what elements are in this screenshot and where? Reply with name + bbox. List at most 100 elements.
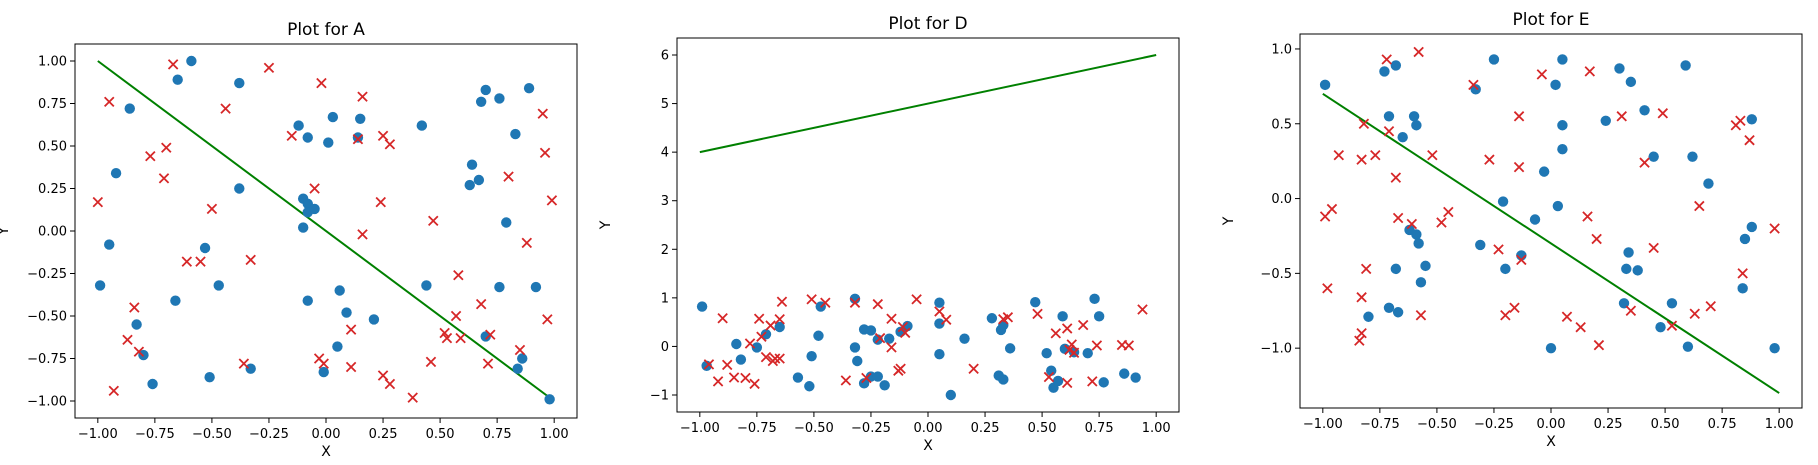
scatter-point <box>1550 79 1561 91</box>
trend-line <box>97 60 555 402</box>
scatter-cross <box>309 183 320 194</box>
scatter-point <box>147 378 158 390</box>
x-tick-label: −1.00 <box>78 427 118 442</box>
scatter-cross <box>760 351 772 363</box>
scatter-cross <box>238 358 250 369</box>
scatter-cross <box>375 196 387 208</box>
x-tick-label: 1.00 <box>1765 417 1794 432</box>
scatter-point <box>1413 238 1424 249</box>
scatter-point <box>186 55 197 67</box>
scatter-point <box>332 341 343 352</box>
scatter-point <box>751 342 763 353</box>
y-tick-label: −0.50 <box>27 310 67 325</box>
x-tick-label: −0.50 <box>794 421 834 436</box>
scatter-cross <box>840 375 852 386</box>
chart-title: Plot for E <box>1513 10 1590 30</box>
scatter-point <box>1363 311 1374 322</box>
scatter-point <box>323 137 334 148</box>
scatter-point <box>544 394 555 405</box>
x-tick-label: 0.50 <box>1651 417 1680 432</box>
scatter-cross <box>1358 118 1370 129</box>
y-tick-label: 5 <box>661 97 669 112</box>
x-axis-label: X <box>1546 434 1556 450</box>
scatter-cross <box>1737 268 1748 279</box>
scatter-cross <box>384 378 396 390</box>
y-tick-label: −1.0 <box>1260 342 1292 357</box>
scatter-cross <box>1657 108 1669 119</box>
scatter-point <box>1648 151 1659 162</box>
scatter-cross <box>721 359 733 371</box>
scatter-point <box>1041 348 1052 359</box>
x-axis-label: X <box>321 444 331 460</box>
x-tick-label: −1.00 <box>1303 417 1343 432</box>
scatter-cross <box>806 294 817 305</box>
scatter-cross <box>911 294 922 305</box>
scatter-point <box>1557 120 1568 131</box>
scatter-point <box>302 132 313 143</box>
scatter-point <box>341 307 352 318</box>
trend-line <box>699 54 1157 154</box>
x-tick-label: −0.50 <box>192 427 232 442</box>
scatter-cross <box>899 327 911 339</box>
scatter-cross <box>103 96 115 108</box>
scatter-cross <box>740 372 751 384</box>
scatter-cross <box>245 254 256 266</box>
scatter-cross <box>753 313 765 324</box>
scatter-point <box>858 378 870 389</box>
chart-panel-a: Plot for A −1.00 −0.75 −0.50 −0.25 0.00 0.25 0.… <box>0 20 578 460</box>
trend-line <box>1322 93 1780 394</box>
scatter-point <box>1600 115 1611 126</box>
scatter-point <box>1545 342 1557 354</box>
scatter-point <box>334 285 345 296</box>
scatter-cross <box>1509 302 1520 314</box>
scatter-point <box>234 183 245 194</box>
scatter-cross <box>941 314 952 325</box>
y-tick-label: −0.75 <box>27 352 67 367</box>
scatter-cross <box>377 130 389 142</box>
x-tick-label: 0.00 <box>312 427 341 442</box>
scatter-point <box>865 325 877 336</box>
scatter-point <box>1769 342 1780 354</box>
scatter-point <box>1415 277 1427 288</box>
scatter-cross <box>425 356 437 368</box>
scatter-cross <box>318 358 329 369</box>
scatter-point <box>1639 105 1650 116</box>
scatter-cross <box>1381 54 1392 65</box>
scatter-cross <box>453 269 464 281</box>
scatter-cross <box>874 332 886 344</box>
scatter-point <box>1538 166 1550 177</box>
scatter-cross <box>886 313 897 324</box>
scatter-point <box>1030 297 1041 308</box>
scatter-cross <box>428 215 439 227</box>
scatter-point <box>1625 76 1637 88</box>
y-tick-label: 1 <box>661 291 669 306</box>
scatter-point <box>852 355 863 367</box>
scatter-point <box>849 293 861 305</box>
scatter-point <box>1119 368 1130 379</box>
scatter-cross <box>1582 211 1593 222</box>
x-tick-label: 1.00 <box>1142 421 1171 436</box>
scatter-point <box>1089 293 1100 305</box>
scatter-cross <box>749 378 760 390</box>
scatter-cross <box>537 108 549 119</box>
scatter-point <box>131 319 142 330</box>
x-tick-label: 0.75 <box>1708 417 1737 432</box>
x-tick-label: 1.00 <box>540 427 569 442</box>
scatter-cross <box>1383 126 1395 137</box>
scatter-cross <box>546 195 558 206</box>
scatter-cross <box>357 229 368 240</box>
x-tick-label: −0.75 <box>135 427 175 442</box>
scatter-cross <box>485 329 496 340</box>
scatter-point <box>1397 132 1408 143</box>
y-tick-label: 0.0 <box>1271 192 1292 207</box>
scatter-point <box>466 159 478 170</box>
scatter-cross <box>357 91 368 102</box>
scatter-cross <box>1356 327 1367 339</box>
scatter-cross <box>765 320 776 331</box>
scatter-point <box>934 297 945 308</box>
x-tick-label: 0.75 <box>483 427 512 442</box>
scatter-point <box>1411 120 1422 131</box>
scatter-point <box>94 280 106 291</box>
scatter-cross <box>475 298 487 310</box>
scatter-point <box>806 350 817 362</box>
